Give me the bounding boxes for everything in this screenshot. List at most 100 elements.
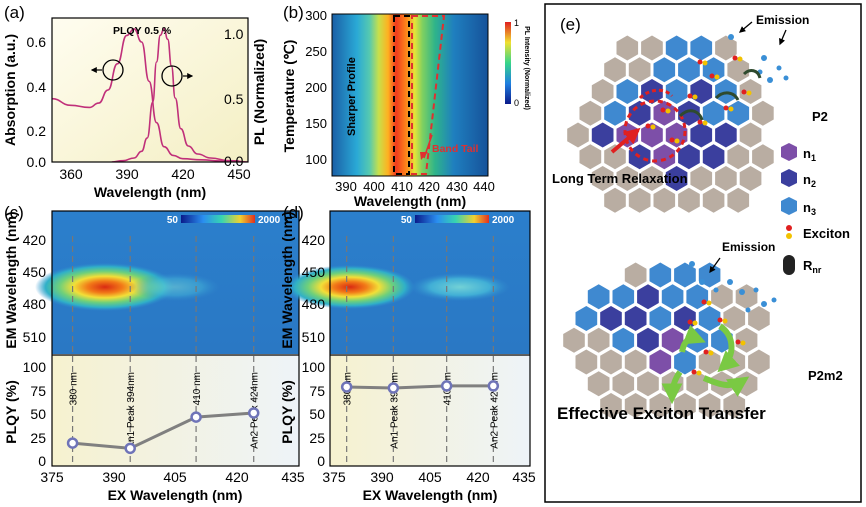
- em-tick-label: 450: [23, 264, 47, 280]
- hex-lattice-top: [567, 35, 774, 213]
- excitation-marker-label: 410 nm: [192, 372, 203, 405]
- n3-swatch-icon: [781, 197, 797, 215]
- transfer-arc-icon: [678, 109, 704, 121]
- emission-label-top: Emission: [756, 13, 809, 27]
- colorbar-d: [415, 215, 489, 223]
- exciton-hole: [740, 340, 746, 346]
- lattice-hex: [715, 166, 737, 191]
- y-tick-right-label: 1.0: [224, 26, 244, 42]
- n3-hex: [612, 327, 635, 353]
- excitation-marker-label: 380 nm: [69, 372, 80, 405]
- n3-hex: [702, 100, 725, 126]
- lattice-hex: [591, 79, 614, 104]
- y-tick-label: 0.2: [27, 123, 47, 139]
- ex-tick-label: 420: [225, 469, 249, 485]
- plot-frame-a: [51, 17, 249, 163]
- lattice-hex: [624, 262, 647, 288]
- panel-a: (a) PLQY 0.5 % 0.6 0.4 0.2 0.0 1.0 0.5 0…: [2, 3, 267, 200]
- n2-hex: [600, 306, 622, 331]
- plqy-axis-label-d: PLQY (%): [279, 380, 295, 444]
- y-axis-label-a: Absorption (a.u.): [2, 34, 18, 146]
- x-tick-label: 410: [391, 179, 413, 194]
- lattice-hex: [612, 371, 635, 397]
- exciton-electron: [697, 119, 703, 125]
- n3-hex: [727, 100, 750, 126]
- lattice-hex: [624, 393, 647, 418]
- plqy-tick-label: 25: [309, 430, 325, 446]
- dashed-box-black: [393, 15, 410, 175]
- panel-d: (d) 50 2000 380 nm An1 Peak 394nm 410 nm An…: [279, 203, 536, 503]
- panel-e: (e) Emission Long Term Relaxation P2 n1 …: [544, 3, 862, 503]
- plqy-area-d: [330, 355, 530, 466]
- plqy-axis-label-c: PLQY (%): [3, 380, 19, 444]
- n3-hex: [665, 35, 688, 61]
- n2-hex: [702, 144, 725, 170]
- exciton-electron: [703, 349, 709, 355]
- n3-hex: [653, 57, 676, 83]
- ex-tick-label: 435: [512, 469, 536, 485]
- plqy-ticks-c: 100 75 50 25 0: [23, 359, 47, 469]
- plot-area-a: [52, 18, 248, 162]
- n1-hex: [653, 144, 676, 170]
- lattice-hex: [567, 122, 589, 148]
- em-tick-label: 510: [23, 329, 47, 345]
- colorbar-min-b: 0: [514, 98, 519, 108]
- lattice-hex: [587, 371, 610, 397]
- n3-hex: [698, 306, 721, 331]
- colorbar-c: [181, 215, 255, 223]
- n3-hex: [612, 284, 635, 310]
- legend-n2-label: n2: [803, 172, 816, 189]
- ex-tick-label: 435: [281, 469, 305, 485]
- emission-arrow-icon: [739, 21, 753, 33]
- plqy-tick-label: 25: [30, 430, 46, 446]
- n3-hex: [674, 262, 696, 288]
- n2-hex: [690, 122, 713, 148]
- n2-hex: [674, 306, 696, 331]
- emission-arrow-icon: [779, 29, 787, 46]
- exciton-electron: [723, 105, 729, 111]
- y-axis-right-label-a: PL (Normalized): [251, 39, 267, 145]
- lattice-hex: [748, 349, 770, 375]
- lattice-hex: [702, 187, 725, 213]
- y-tick-label: 300: [305, 8, 327, 23]
- panel-label-d: (d): [283, 203, 304, 222]
- lattice-hex: [637, 371, 659, 397]
- exciton-hole: [702, 60, 708, 66]
- colorbar-min-c: 50: [167, 215, 179, 226]
- excitation-lines-d: [346, 236, 494, 466]
- transfer-arrow-icon: [702, 375, 750, 397]
- exciton-electron-icon: [786, 225, 792, 231]
- n2-hex: [591, 122, 614, 148]
- panel-b: (b) Band Tail Sharper Profile 300 250 20…: [281, 3, 530, 209]
- lattice-hex: [739, 166, 762, 191]
- exciton-hole: [702, 120, 708, 126]
- lattice-hex: [616, 35, 639, 61]
- em-tick-label: 450: [302, 264, 326, 280]
- arrowhead-icon: [420, 152, 428, 160]
- n3-hex: [649, 306, 672, 331]
- n2-hex: [678, 100, 700, 126]
- excitation-marker-label: An2 Peak 424nm: [489, 372, 500, 449]
- plot-frame-c: [51, 210, 300, 467]
- x-tick-label: 390: [115, 166, 139, 182]
- y-tick-label: 0.4: [27, 79, 47, 95]
- lattice-hex: [690, 166, 713, 191]
- exciton-electron: [701, 299, 707, 305]
- exciton-hole: [692, 320, 698, 326]
- plot-frame-b: [331, 13, 489, 177]
- exciton-hole: [746, 90, 752, 96]
- exciton-hole: [692, 94, 698, 100]
- em-ticks-d: 420 450 480 510: [302, 232, 326, 345]
- ex-tick-label: 375: [322, 469, 346, 485]
- lattice-hex: [579, 144, 602, 170]
- band-tail-annotation: Band Tail: [432, 143, 479, 155]
- x-axis-label-a: Wavelength (nm): [94, 184, 206, 200]
- lattice-hex: [604, 57, 626, 83]
- n2-hex: [641, 79, 663, 104]
- structure-label-top: P2: [812, 109, 828, 124]
- legend-n3-label: n3: [803, 200, 816, 217]
- exciton-hole: [665, 108, 671, 114]
- plqy-tick-label: 100: [302, 359, 326, 375]
- lattice-hex: [591, 166, 614, 191]
- plqy-point: [66, 437, 79, 449]
